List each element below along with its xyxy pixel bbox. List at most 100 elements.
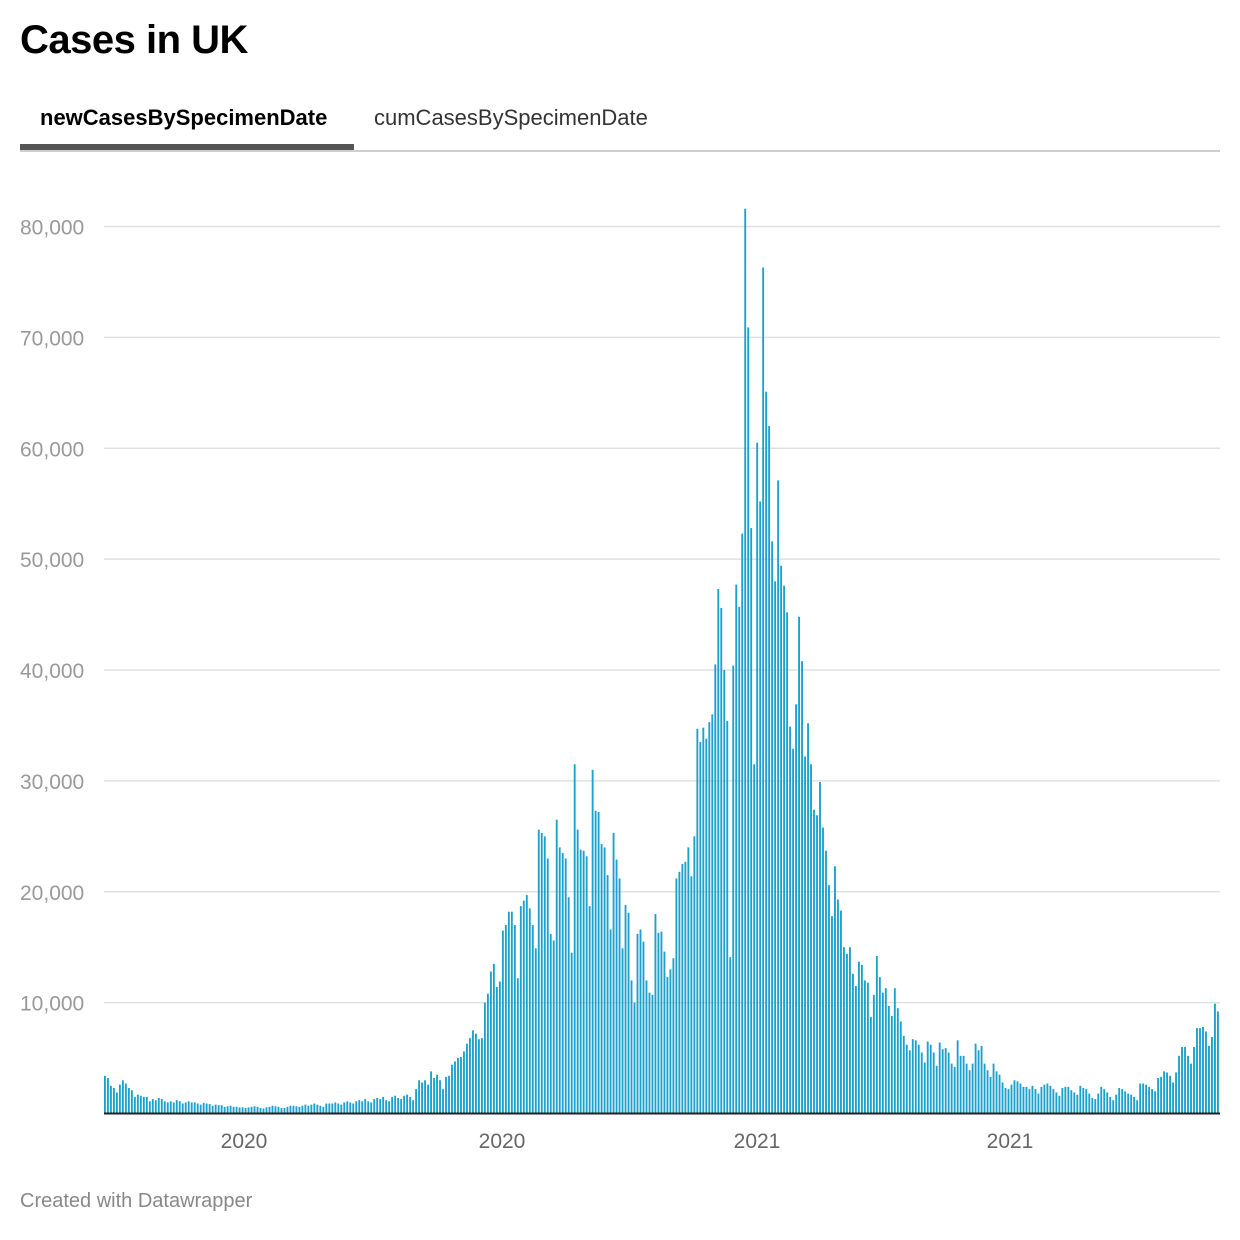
bar <box>974 1043 977 1114</box>
y-tick-label: 60,000 <box>20 438 84 461</box>
bar <box>274 1106 277 1114</box>
bar <box>881 992 884 1114</box>
bar <box>136 1094 139 1114</box>
bar <box>391 1096 394 1114</box>
bar <box>385 1100 388 1114</box>
bar <box>1097 1093 1100 1114</box>
bar <box>307 1105 310 1114</box>
bar <box>843 947 845 1114</box>
bar <box>875 956 878 1114</box>
chart-title: Cases in UK <box>20 18 248 62</box>
bar <box>292 1105 295 1114</box>
bar <box>902 1035 905 1114</box>
bar <box>597 811 600 1114</box>
bar <box>1007 1089 1010 1114</box>
footer-credit: Created with Datawrapper <box>20 1190 253 1212</box>
bar <box>355 1101 358 1114</box>
bar <box>262 1108 265 1114</box>
bar <box>537 829 540 1114</box>
bar <box>1088 1093 1091 1114</box>
bar <box>540 832 543 1114</box>
bar <box>1154 1091 1157 1114</box>
bar <box>346 1101 349 1114</box>
bar <box>516 978 519 1114</box>
bar <box>196 1103 199 1114</box>
bar <box>211 1105 214 1114</box>
bar <box>1181 1046 1183 1114</box>
bar <box>645 980 648 1114</box>
bar <box>513 925 516 1114</box>
bar <box>250 1106 253 1114</box>
bar <box>193 1102 196 1114</box>
bar <box>935 1065 938 1114</box>
bar <box>729 957 732 1114</box>
bar <box>157 1097 160 1114</box>
bar <box>475 1033 477 1114</box>
bar <box>1049 1085 1052 1114</box>
bar <box>564 858 567 1114</box>
bar <box>268 1106 271 1114</box>
bar <box>573 764 576 1114</box>
bar <box>256 1106 259 1114</box>
y-tick-label: 50,000 <box>20 549 84 572</box>
bar <box>1151 1089 1154 1114</box>
bar <box>720 607 723 1114</box>
bar <box>992 1063 995 1114</box>
bar <box>418 1080 421 1114</box>
bar <box>454 1061 456 1114</box>
tab-new-cases[interactable]: newCasesBySpecimenDate <box>20 96 354 150</box>
bar <box>501 930 504 1114</box>
bar <box>857 961 860 1114</box>
bar <box>872 994 875 1114</box>
bar <box>639 929 642 1114</box>
bar <box>696 728 699 1114</box>
bar <box>914 1040 917 1114</box>
bar <box>747 327 750 1114</box>
bar <box>834 866 836 1114</box>
bar <box>780 565 783 1114</box>
bar <box>1046 1083 1049 1114</box>
bar <box>837 899 839 1114</box>
bar <box>364 1099 367 1114</box>
bar <box>965 1063 968 1114</box>
tab-cumulative-cases[interactable]: cumCasesBySpecimenDate <box>374 105 648 130</box>
bar <box>950 1063 953 1114</box>
bar <box>142 1096 145 1114</box>
bar <box>624 905 627 1114</box>
bar <box>1070 1090 1073 1114</box>
bar <box>1130 1094 1133 1114</box>
bar <box>334 1102 337 1114</box>
bar <box>319 1105 322 1114</box>
bar <box>777 480 780 1114</box>
bar <box>223 1106 226 1114</box>
bar <box>343 1102 346 1114</box>
bar <box>504 925 507 1114</box>
y-tick-label: 70,000 <box>20 327 84 350</box>
bar <box>492 963 495 1114</box>
bar <box>433 1078 435 1114</box>
bar <box>430 1071 432 1114</box>
bar <box>498 981 501 1114</box>
bar <box>884 988 887 1114</box>
bar <box>469 1038 471 1114</box>
bar <box>241 1107 244 1114</box>
bar <box>1079 1085 1082 1114</box>
bar <box>579 849 582 1114</box>
bar <box>816 815 818 1114</box>
bar <box>1040 1086 1043 1114</box>
bar <box>331 1103 334 1114</box>
bar <box>726 721 729 1114</box>
bar <box>373 1099 376 1114</box>
bar <box>971 1063 974 1114</box>
bar <box>756 442 759 1114</box>
bar <box>944 1048 947 1114</box>
bar <box>636 933 639 1114</box>
bar <box>887 1005 890 1114</box>
bar <box>920 1052 923 1114</box>
bar <box>1187 1055 1189 1114</box>
bar <box>415 1089 418 1114</box>
bar <box>642 941 645 1114</box>
bar <box>525 895 528 1114</box>
bar <box>1178 1055 1180 1114</box>
bar <box>352 1103 355 1114</box>
